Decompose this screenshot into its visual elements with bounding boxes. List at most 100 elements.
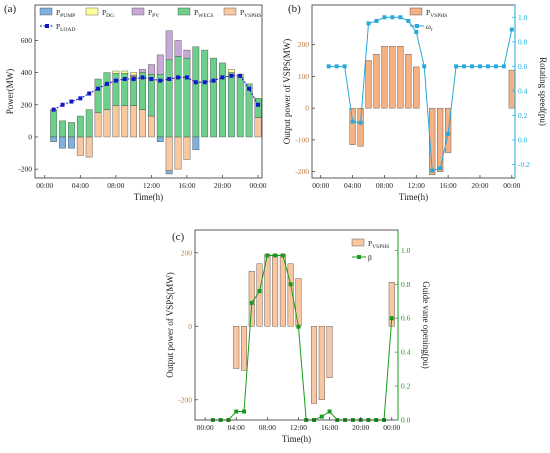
legend-name: P [102, 8, 106, 17]
legend-subscript: WECS [198, 13, 213, 19]
bar [227, 69, 235, 73]
marker [382, 15, 387, 20]
bar [50, 109, 58, 138]
marker [257, 289, 262, 294]
marker [265, 253, 270, 258]
y2-tick-label: -0.2 [518, 160, 530, 169]
y2-axis-label: Rotating speed(pu) [538, 57, 548, 126]
legend-swatch [351, 238, 365, 247]
bar [405, 54, 412, 109]
y2-tick-label: 1.0 [518, 13, 528, 22]
marker [398, 15, 403, 20]
bar [156, 136, 164, 142]
legend-label: PVSPHS [368, 239, 389, 250]
y-tick-label: -200 [295, 167, 309, 176]
marker [104, 81, 109, 86]
legend-name: P [194, 8, 198, 17]
y-tick-label: 200 [21, 100, 33, 109]
y-tick-label: -200 [18, 165, 32, 174]
x-tick-label: 12:00 [408, 181, 425, 190]
legend-swatch [409, 7, 423, 16]
bar [508, 69, 515, 109]
y2-tick-label: 1.0 [401, 246, 411, 255]
marker [374, 18, 379, 23]
bar [112, 73, 120, 106]
y2-tick-label: 0.4 [401, 348, 411, 357]
legend-name: P [426, 8, 430, 17]
y2-tick-label: 0.8 [518, 37, 528, 46]
bar [165, 170, 173, 175]
y-tick-label: 0 [305, 104, 309, 113]
y-tick-label: 200 [181, 248, 193, 257]
legend-label: PPV [148, 8, 159, 19]
bar [389, 46, 396, 109]
legend-name: P [148, 8, 152, 17]
marker [69, 99, 74, 104]
plot-frame [34, 4, 263, 179]
x-tick-label: 00:00 [36, 181, 53, 190]
legend-name: P [56, 8, 60, 17]
panel-label: (b) [288, 3, 301, 15]
bar [295, 278, 302, 327]
y2-axis-label: Guide vane opening(pu) [421, 281, 431, 368]
legend-label: PVSPHS [426, 8, 447, 19]
x-tick-label: 20:00 [471, 181, 488, 190]
y-tick-label: 600 [21, 36, 33, 45]
x-tick-label: 04:00 [344, 181, 361, 190]
marker [256, 102, 261, 107]
line [212, 254, 393, 421]
marker [288, 282, 293, 287]
chart-a: (a) -200 0 200 400 600 00:00 04:00 08:00 12:00 16:… [4, 3, 267, 202]
x-tick-label: 00:00 [312, 181, 329, 190]
x-axis-label: Time(h) [399, 192, 428, 202]
marker [438, 166, 443, 171]
marker [122, 77, 127, 82]
bar [183, 136, 191, 160]
legend-name: β [368, 253, 372, 262]
marker [485, 64, 490, 69]
y-tick-label: 200 [298, 40, 310, 49]
bar [130, 72, 138, 76]
marker [326, 64, 331, 69]
bar [227, 72, 235, 138]
y-tick-label: -100 [295, 135, 309, 144]
legend-subscript: DG [106, 13, 114, 19]
marker [176, 75, 181, 80]
bar [373, 54, 380, 109]
bar [85, 109, 93, 138]
bar [254, 98, 262, 118]
bar [381, 46, 388, 109]
bar [233, 326, 240, 369]
bar [210, 57, 217, 138]
marker [389, 316, 394, 321]
marker [366, 21, 371, 26]
line [328, 16, 513, 172]
marker [446, 131, 451, 136]
legend-swatch [131, 7, 145, 16]
legend-subscript: VSPHS [372, 244, 389, 250]
bar [413, 66, 420, 109]
marker [247, 86, 252, 91]
legend-label: PWECS [194, 8, 213, 19]
marker [414, 29, 419, 34]
legend-swatch [223, 7, 237, 16]
legend-subscript: VSPHS [430, 13, 447, 19]
bar [174, 40, 182, 57]
marker [202, 80, 207, 85]
bar [236, 77, 244, 138]
legend-swatch [39, 7, 53, 16]
y2-tick-label: 0.6 [518, 62, 528, 71]
marker [78, 96, 83, 101]
x-tick-label: 12:00 [143, 181, 160, 190]
bar [192, 136, 200, 151]
legend-swatch [85, 7, 99, 16]
x-tick-label: 08:00 [259, 423, 276, 432]
y2-tick-label: 0.0 [518, 135, 528, 144]
bar [192, 46, 200, 138]
bar [121, 105, 129, 138]
bar [156, 73, 164, 138]
legend-marker [45, 24, 49, 28]
marker [242, 409, 246, 414]
bar [174, 136, 182, 170]
